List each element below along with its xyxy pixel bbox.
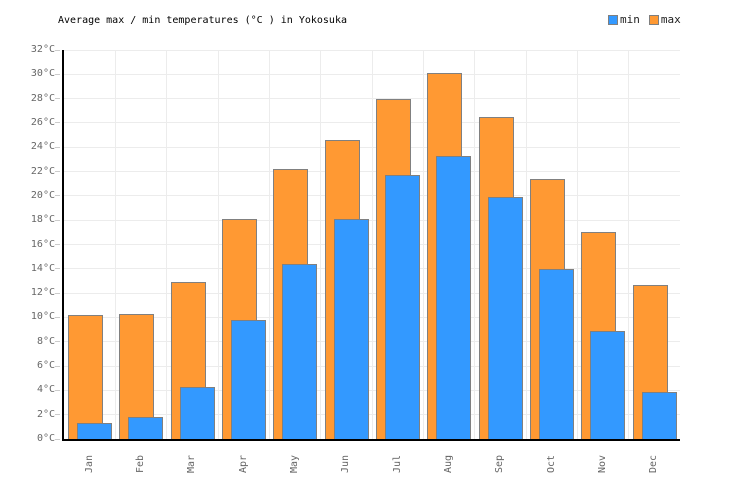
y-tick-mark-16 [55,244,60,245]
x-tick-label-apr: Apr [237,454,249,474]
y-tick-mark-6 [55,365,60,367]
x-tick-label-mar: Mar [186,454,198,474]
y-tick-label-26: 26°C [30,116,55,128]
bar-min-apr [231,319,266,439]
y-tick-mark-30 [55,73,60,75]
v-gridline-5 [320,50,322,439]
legend-swatch-min [608,14,618,25]
y-tick-mark-0 [55,438,60,440]
v-gridline-6 [371,50,373,439]
v-gridline-4 [268,50,270,439]
y-tick-label-10: 10°C [30,311,55,323]
chart-legend: min max [608,14,681,25]
bar-min-oct [539,268,574,439]
y-tick-mark-14 [55,268,60,270]
v-gridline-11 [628,50,630,439]
x-tick-label-sep: Sep [494,454,506,474]
y-tick-mark-26 [55,122,60,124]
y-tick-label-6: 6°C [36,360,55,372]
legend-label: max [660,13,681,26]
legend-swatch-max [648,14,659,25]
y-tick-label-18: 18°C [30,214,55,226]
y-tick-label-12: 12°C [30,287,55,299]
x-tick-label-jun: Jun [340,454,352,474]
bar-min-mar [179,386,215,439]
chart-title: Average max / min temperatures (°C ) in … [58,15,347,26]
y-tick-mark-4 [55,389,60,391]
x-tick-label-aug: Aug [443,454,454,474]
legend-item-min: min [608,14,640,25]
legend-item-max: max [648,13,681,26]
y-tick-label-30: 30°C [30,68,55,80]
bar-min-jul [385,175,420,439]
y-tick-label-14: 14°C [30,262,55,274]
y-tick-label-4: 4°C [36,384,55,396]
plot-area: 0°C 2°C 4°C 6°C 8°C 10°C 12°C 14°C 16°C 18°C 20°C 2… [31,44,680,473]
y-tick-label-22: 22°C [30,165,55,177]
y-tick-label-32: 32°C [30,44,55,55]
y-tick-mark-28 [55,98,60,100]
x-tick-label-nov: Nov [597,454,608,474]
y-tick-label-20: 20°C [30,189,55,201]
y-tick-label-0: 0°C [36,433,55,444]
v-gridline-2 [166,50,168,439]
y-tick-mark-2 [55,414,60,416]
y-tick-mark-10 [55,316,60,318]
v-gridline-10 [576,50,578,439]
bar-min-nov [590,330,626,439]
v-gridline-9 [525,50,527,439]
bar-min-dec [641,391,677,439]
y-tick-mark-22 [55,171,60,173]
y-tick-mark-12 [55,292,60,294]
v-gridline-8 [474,50,476,439]
y-tick-mark-24 [55,146,60,148]
x-tick-label-oct: Oct [545,454,557,474]
v-gridline-7 [422,50,424,439]
bar-min-sep [487,197,523,439]
bar-min-may [282,263,318,439]
bar-min-aug [436,155,472,439]
y-tick-mark-32 [55,49,60,51]
y-tick-label-24: 24°C [30,141,55,153]
bar-min-jun [333,218,369,439]
y-tick-label-16: 16°C [30,238,55,250]
x-tick-label-may: May [289,454,300,474]
y-tick-mark-20 [55,195,60,197]
bar-min-feb [128,417,164,439]
x-tick-label-dec: Dec [648,454,660,474]
x-tick-label-jan: Jan [83,454,95,474]
v-gridline-3 [217,50,219,439]
v-gridline-1 [114,50,116,439]
x-tick-label-jul: Jul [391,454,403,474]
y-tick-label-2: 2°C [36,408,55,420]
bar-min-jan [77,423,112,439]
bar-max-jan [68,315,103,439]
legend-label: min [620,13,640,26]
x-tick-label-feb: Feb [135,454,146,474]
y-tick-mark-18 [55,219,60,221]
y-tick-label-8: 8°C [36,335,55,347]
y-tick-label-28: 28°C [30,92,55,104]
y-tick-mark-8 [55,341,60,343]
